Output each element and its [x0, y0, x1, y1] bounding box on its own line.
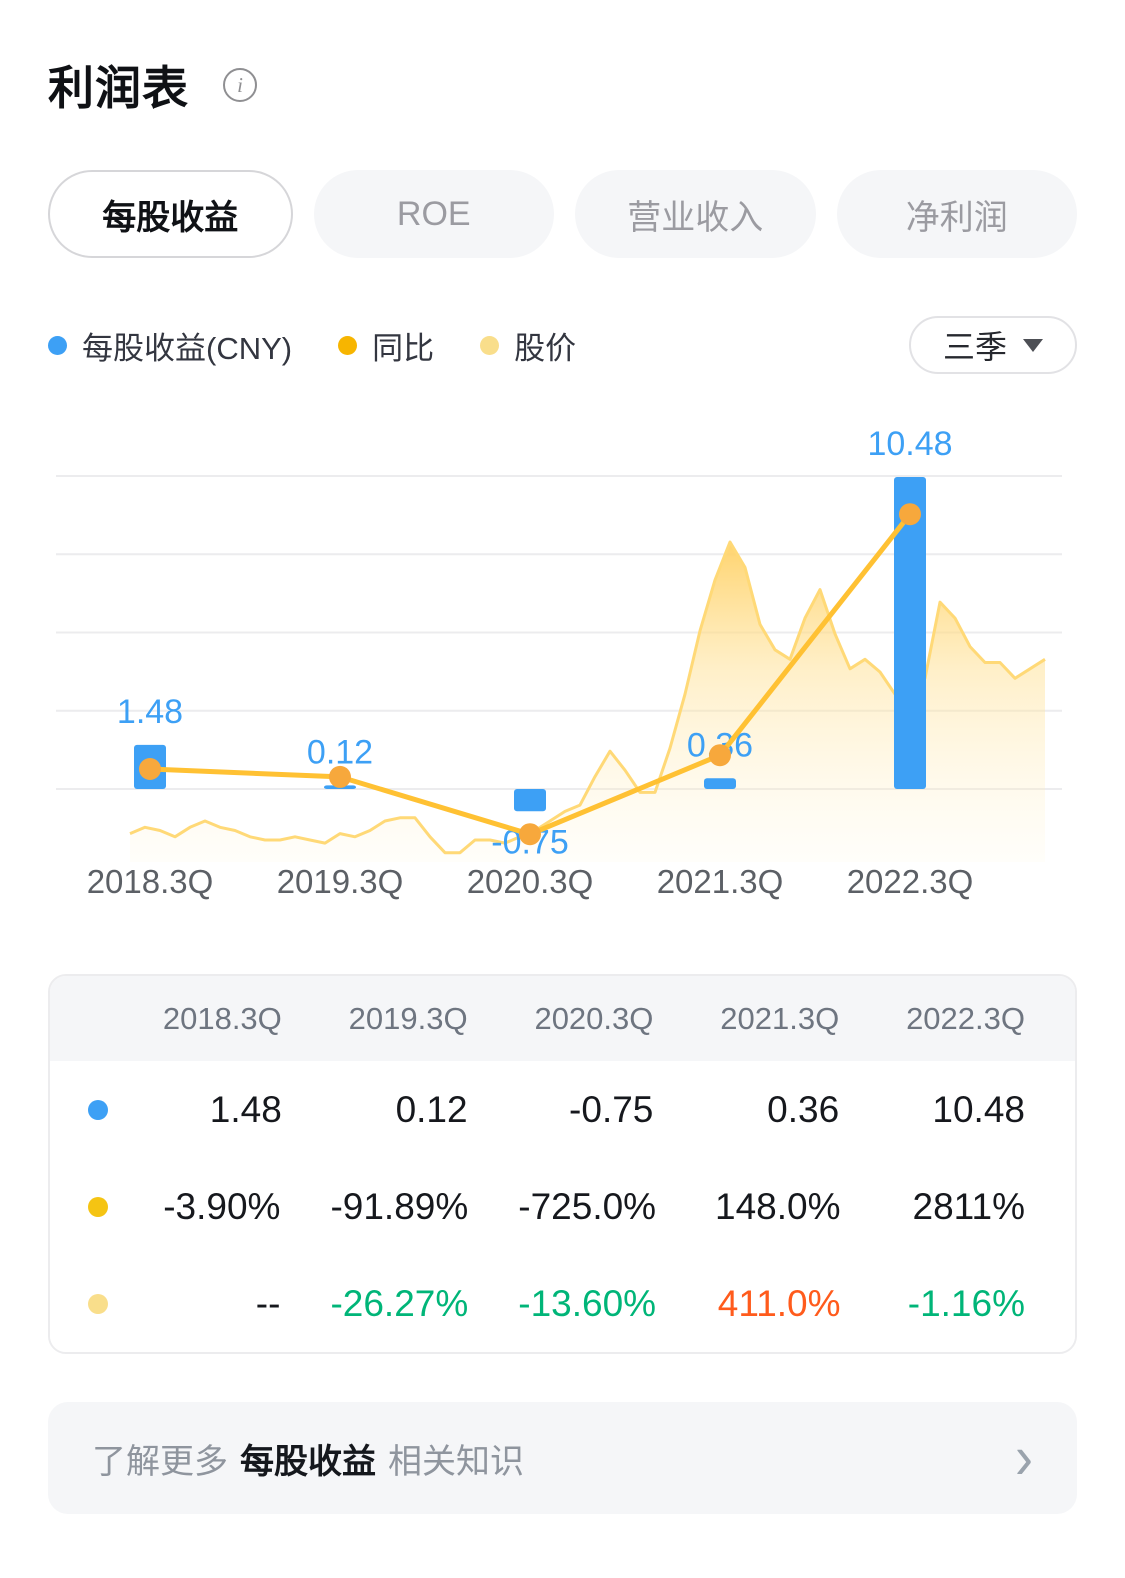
table-cell: -0.75 — [569, 1088, 654, 1130]
yoy-marker — [329, 765, 351, 788]
income-statement-page: 利润表 i 每股收益 ROE 营业收入 净利润 每股收益(CNY) 同比 股价 … — [48, 52, 1077, 1514]
learn-more-topic: 每股收益 — [240, 1442, 376, 1481]
table-cell: 411.0% — [717, 1282, 841, 1324]
eps-bar — [514, 789, 546, 812]
learn-more-banner[interactable]: 了解更多 每股收益 相关知识 › — [48, 1402, 1077, 1514]
metric-tabs: 每股收益 ROE 营业收入 净利润 — [48, 170, 1077, 258]
bar-value-label: 0.12 — [307, 733, 373, 771]
chevron-right-icon: › — [1015, 1423, 1033, 1493]
bar-value-label: 10.48 — [867, 425, 952, 463]
table-column-header: 2019.3Q — [348, 1000, 468, 1036]
eps-bar — [894, 477, 926, 789]
series-dot — [88, 1099, 108, 1120]
table-cell: -725.0% — [518, 1185, 657, 1227]
table-cell: -26.27% — [330, 1282, 469, 1324]
legend-label-yoy: 同比 — [372, 330, 435, 366]
yoy-legend-dot — [338, 335, 358, 355]
table-body: 1.48 0.12 -0.75 0.36 10.48 -3.90% -91.89% -725.… — [50, 1061, 1075, 1352]
x-axis-label: 2019.3Q — [277, 863, 404, 900]
table-row: -3.90% -91.89% -725.0% 148.0% 2811% — [50, 1158, 1075, 1255]
learn-more-suffix: 相关知识 — [388, 1442, 524, 1481]
x-axis-label: 2020.3Q — [467, 863, 594, 900]
eps-chart-svg: 1.480.12-0.750.3610.482018.3Q2019.3Q2020… — [56, 425, 1062, 900]
tab-eps[interactable]: 每股收益 — [48, 170, 293, 258]
yoy-marker — [139, 758, 161, 780]
table-cell: 10.48 — [932, 1088, 1025, 1130]
table-cell: -91.89% — [330, 1185, 469, 1227]
table-cell: -- — [255, 1282, 281, 1324]
table-cell: -1.16% — [907, 1282, 1025, 1324]
x-axis-label: 2018.3Q — [87, 863, 214, 900]
price-legend-dot — [480, 335, 500, 355]
tab-roe[interactable]: ROE — [313, 170, 554, 258]
series-dot — [88, 1196, 108, 1217]
table-header-row: 2018.3Q 2019.3Q 2020.3Q 2021.3Q 2022.3Q — [50, 976, 1075, 1061]
legend-item-eps: 每股收益(CNY) — [48, 323, 292, 368]
chart-area: 1.480.12-0.750.3610.482018.3Q2019.3Q2020… — [48, 404, 1077, 904]
table-cell: 1.48 — [209, 1088, 282, 1130]
table-column-header: 2021.3Q — [720, 1000, 840, 1036]
tab-net-profit[interactable]: 净利润 — [836, 170, 1077, 258]
period-selector-label: 三季 — [942, 329, 1007, 365]
series-dot — [88, 1293, 108, 1314]
learn-more-prefix: 了解更多 — [92, 1442, 228, 1481]
yoy-marker — [709, 744, 731, 767]
legend-label-price: 股价 — [514, 330, 577, 366]
legend-item-price: 股价 — [480, 323, 576, 368]
bar-value-label: 1.48 — [117, 693, 183, 731]
tab-revenue[interactable]: 营业收入 — [575, 170, 816, 258]
table-row: -- -26.27% -13.60% 411.0% -1.16% — [50, 1255, 1075, 1352]
table-column-header: 2018.3Q — [162, 1000, 282, 1036]
legend-item-yoy: 同比 — [338, 323, 434, 368]
legend-row: 每股收益(CNY) 同比 股价 三季 — [48, 316, 1077, 374]
period-selector[interactable]: 三季 — [908, 316, 1077, 374]
page-header: 利润表 i — [48, 52, 1077, 118]
yoy-marker — [519, 823, 541, 846]
eps-bar — [704, 778, 736, 789]
x-axis-label: 2021.3Q — [657, 863, 784, 900]
stock-price-area — [130, 542, 1045, 862]
table-cell: -13.60% — [518, 1282, 657, 1324]
info-icon[interactable]: i — [223, 68, 257, 102]
table-column-header: 2020.3Q — [534, 1000, 654, 1036]
stock-price-edge — [129, 540, 1046, 855]
legend-label-eps: 每股收益(CNY) — [82, 330, 293, 366]
table-cell: 2811% — [912, 1185, 1025, 1227]
table-cell: -3.90% — [163, 1185, 281, 1227]
table-cell: 0.36 — [767, 1088, 840, 1130]
eps-legend-dot — [48, 335, 67, 355]
yoy-marker — [899, 503, 921, 526]
data-table: 2018.3Q 2019.3Q 2020.3Q 2021.3Q 2022.3Q … — [48, 974, 1077, 1354]
x-axis-label: 2022.3Q — [847, 863, 974, 900]
table-row: 1.48 0.12 -0.75 0.36 10.48 — [50, 1061, 1075, 1158]
page-title: 利润表 — [48, 62, 189, 114]
table-cell: 0.12 — [395, 1088, 468, 1130]
caret-down-icon — [1023, 338, 1043, 352]
table-column-header: 2022.3Q — [906, 1000, 1025, 1036]
table-cell: 148.0% — [715, 1185, 841, 1227]
